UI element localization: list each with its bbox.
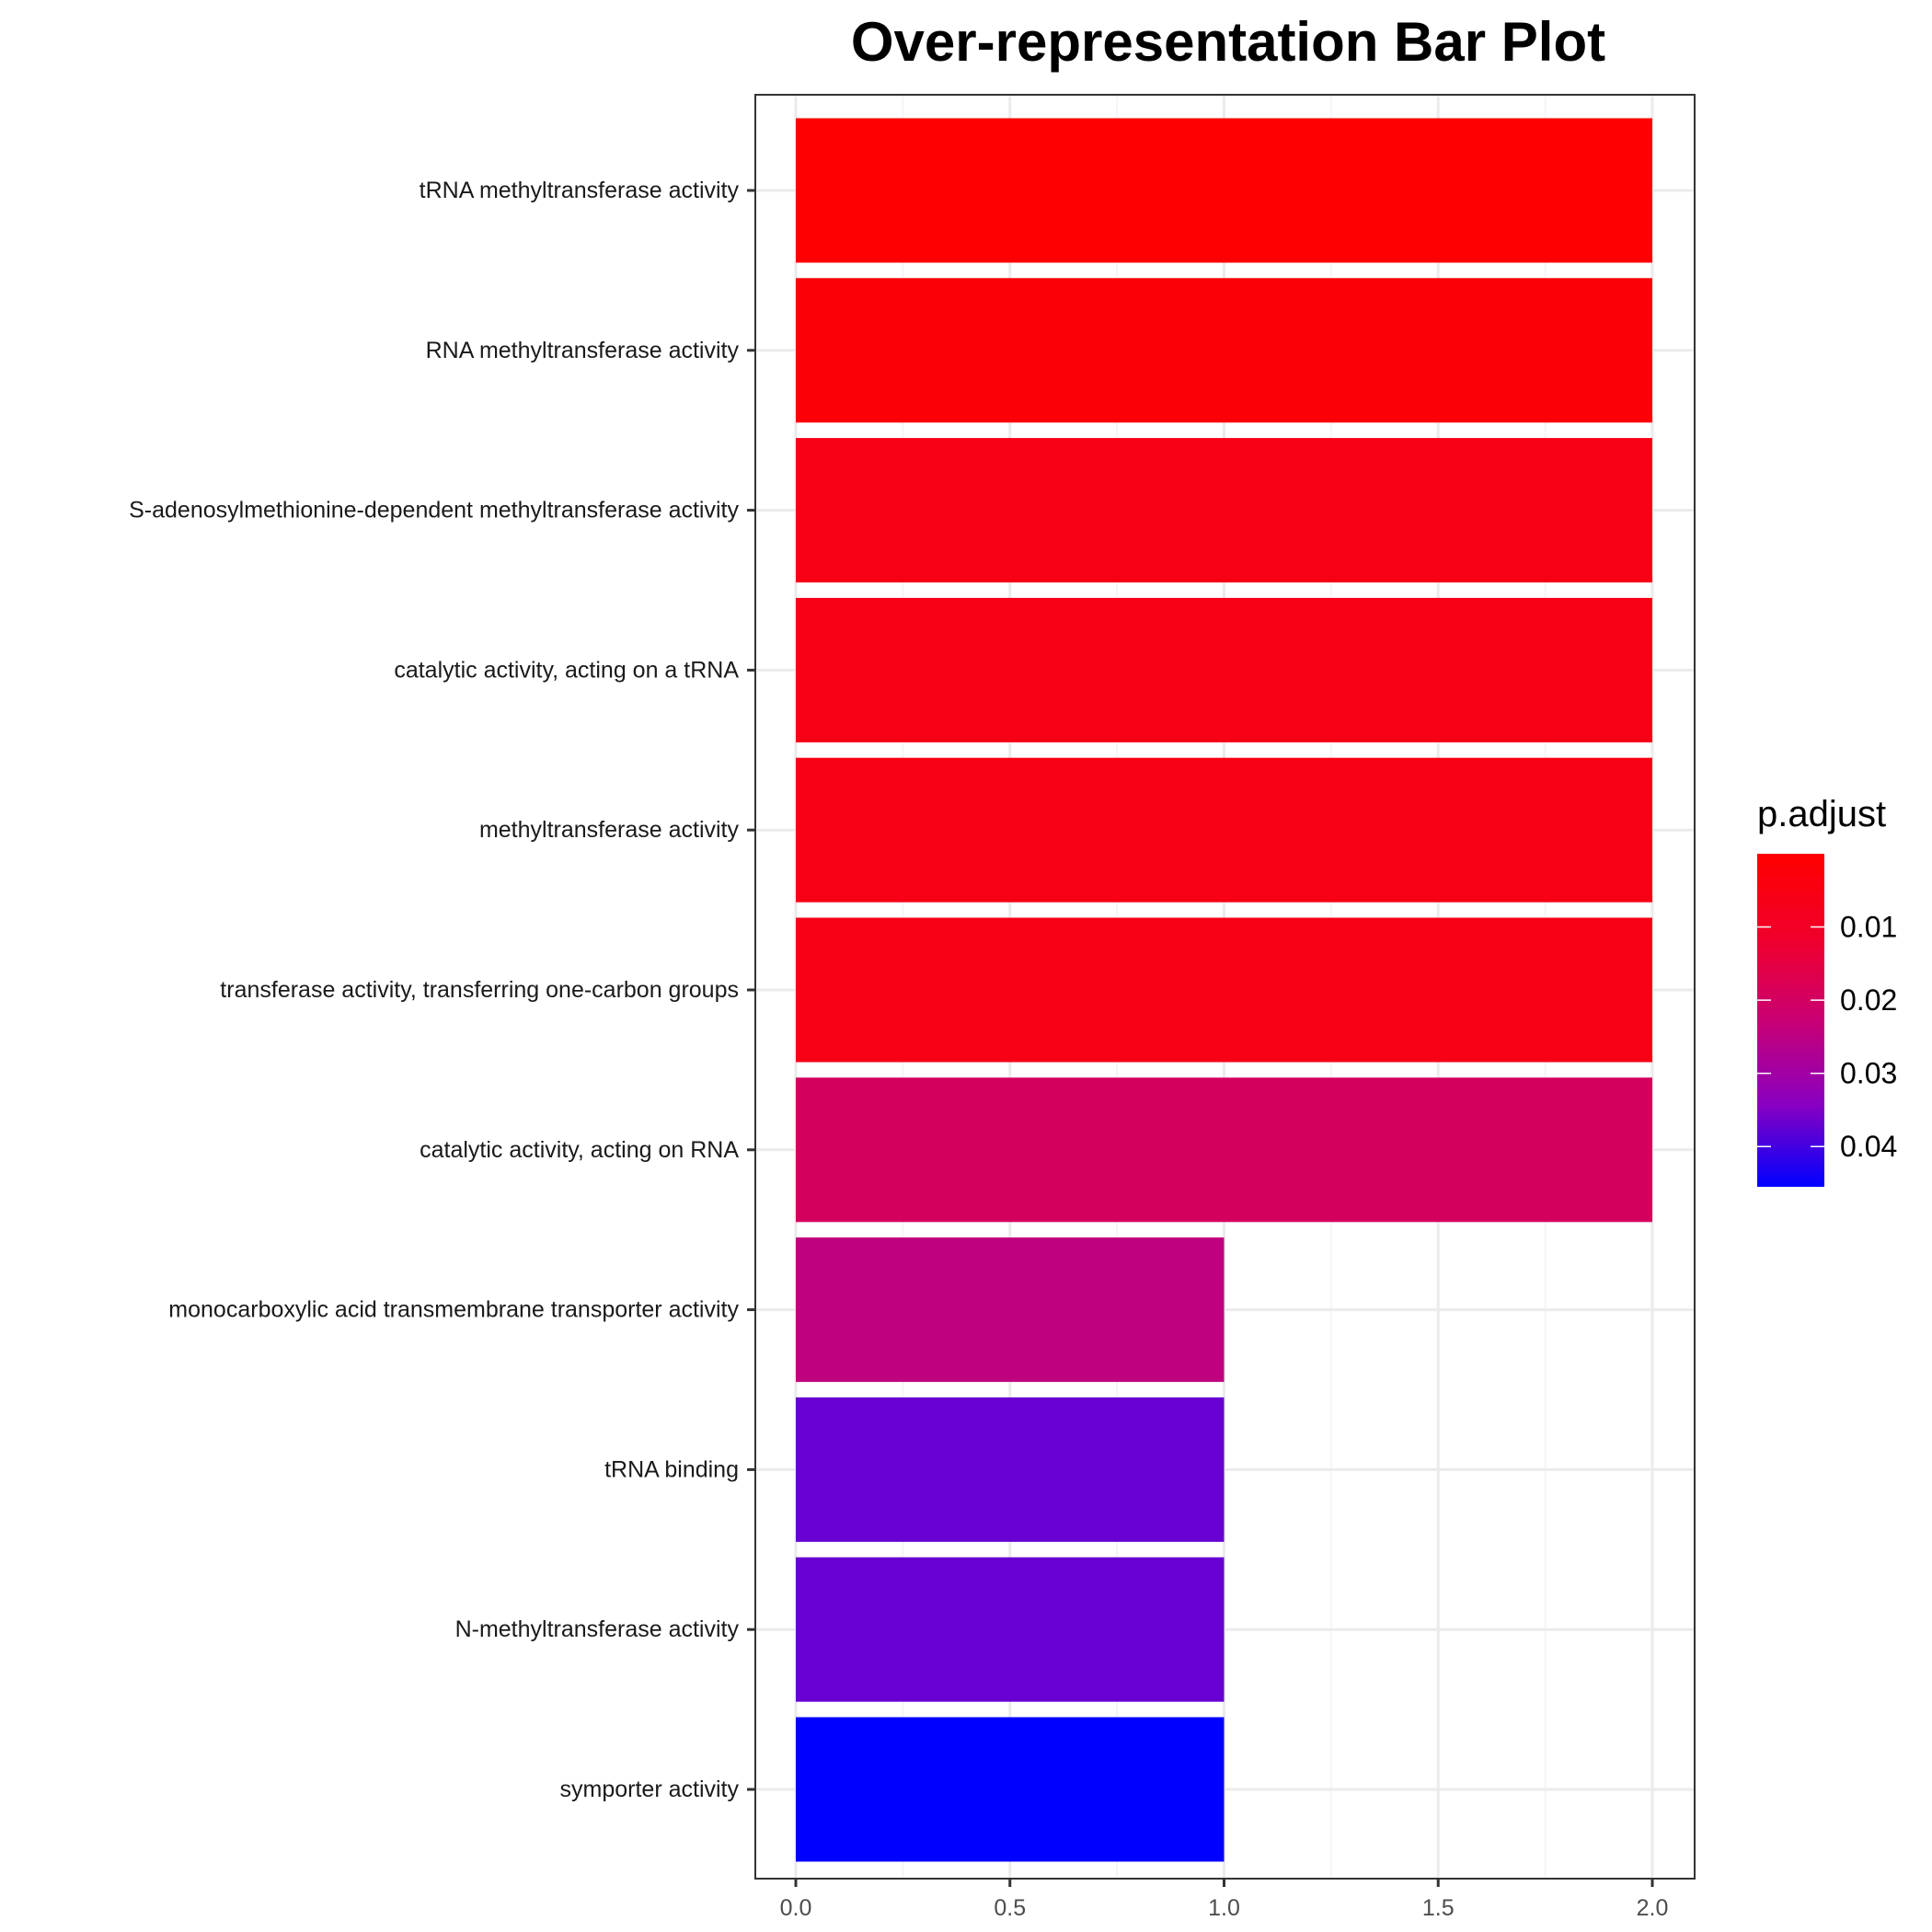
category-label: tRNA methyltransferase activity — [420, 178, 740, 203]
category-label: catalytic activity, acting on RNA — [420, 1137, 739, 1163]
bar — [796, 1717, 1225, 1862]
category-label: transferase activity, transferring one-c… — [220, 977, 739, 1003]
legend-title: p.adjust — [1757, 794, 1886, 834]
chart-title: Over-representation Bar Plot — [851, 11, 1605, 73]
legend-label: 0.02 — [1840, 983, 1897, 1017]
x-tick-label: 0.0 — [780, 1895, 812, 1921]
x-tick-label: 2.0 — [1637, 1895, 1669, 1921]
bars — [796, 118, 1652, 1862]
bar — [796, 757, 1652, 903]
x-tick-label: 0.5 — [994, 1895, 1026, 1921]
bar — [796, 438, 1652, 583]
bar — [796, 278, 1652, 423]
legend-label: 0.03 — [1840, 1057, 1897, 1090]
legend-ticks: 0.01 0.02 0.03 0.04 — [1757, 911, 1897, 1163]
bar — [796, 1557, 1225, 1702]
legend-colorbar — [1757, 854, 1824, 1187]
category-label: RNA methyltransferase activity — [426, 338, 740, 363]
category-label: N-methyltransferase activity — [455, 1616, 740, 1642]
category-label: S-adenosylmethionine-dependent methyltra… — [129, 498, 739, 523]
legend: p.adjust 0.01 0.02 0.03 0.04 — [1757, 794, 1897, 1187]
bar — [796, 118, 1652, 263]
bar — [796, 917, 1652, 1063]
bar — [796, 1237, 1225, 1383]
bar — [796, 1077, 1652, 1223]
y-axis: tRNA methyltransferase activity RNA methy… — [129, 178, 755, 1802]
category-label: monocarboxylic acid transmembrane transp… — [168, 1297, 739, 1323]
category-label: symporter activity — [560, 1777, 740, 1802]
bar — [796, 597, 1652, 742]
x-tick-label: 1.0 — [1208, 1895, 1240, 1921]
legend-label: 0.04 — [1840, 1130, 1897, 1163]
category-label: methyltransferase activity — [479, 817, 740, 843]
x-axis: 0.0 0.5 1.0 1.5 2.0 — [780, 1879, 1669, 1921]
bar — [796, 1397, 1225, 1542]
category-label: tRNA binding — [604, 1456, 739, 1482]
x-tick-label: 1.5 — [1422, 1895, 1455, 1921]
legend-label: 0.01 — [1840, 911, 1897, 944]
category-label: catalytic activity, acting on a tRNA — [394, 657, 739, 683]
